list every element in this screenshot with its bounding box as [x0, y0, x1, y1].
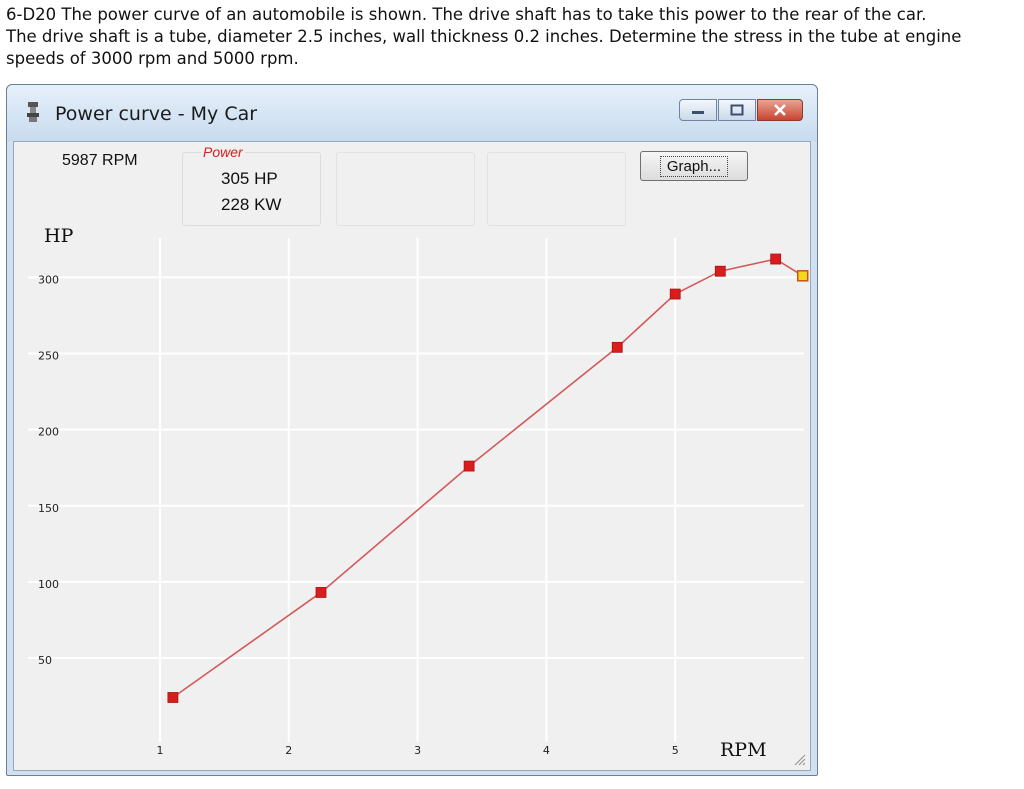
- y-tick-label: 250: [38, 350, 59, 363]
- window-client-area: 5987 RPM Power 305 HP 228 KW Graph... 30…: [13, 141, 811, 771]
- resize-grip-icon[interactable]: [792, 752, 806, 766]
- y-tick-label: 300: [38, 273, 59, 286]
- x-tick-label: 5: [672, 744, 679, 757]
- hp-readout: 305 HP: [221, 169, 278, 188]
- window-controls: [678, 99, 803, 121]
- close-icon: [774, 104, 786, 116]
- minimize-button[interactable]: [679, 99, 717, 121]
- y-axis-label: HP: [44, 225, 74, 247]
- y-tick-label: 150: [38, 502, 59, 515]
- problem-line: 6-D20 The power curve of an automobile i…: [6, 5, 927, 24]
- maximize-button[interactable]: [718, 99, 756, 121]
- power-groupbox: Power 305 HP 228 KW: [182, 144, 321, 226]
- problem-statement: 6-D20 The power curve of an automobile i…: [6, 4, 1018, 70]
- power-group-label: Power: [201, 144, 245, 160]
- graph-button-label: Graph...: [659, 155, 729, 177]
- data-point[interactable]: [714, 265, 726, 277]
- maximize-icon: [730, 104, 744, 116]
- x-tick-label: 1: [157, 744, 164, 757]
- minimize-icon: [692, 111, 704, 114]
- data-point[interactable]: [167, 692, 179, 703]
- close-button[interactable]: [757, 99, 803, 121]
- data-point[interactable]: [315, 587, 327, 598]
- window-title: Power curve - My Car: [55, 103, 258, 125]
- data-point[interactable]: [770, 253, 782, 265]
- rpm-readout: 5987 RPM: [62, 152, 138, 169]
- y-tick-label: 100: [38, 578, 59, 591]
- x-tick-label: 3: [414, 744, 421, 757]
- power-curve-window: Power curve - My Car 5987 RPM Power: [6, 84, 818, 776]
- power-curve-line: [172, 258, 804, 699]
- empty-groupbox: [487, 152, 626, 226]
- x-axis-label: RPM: [720, 739, 767, 761]
- power-chart: 300 250 200 150 100 50 1 2 3 4 5 HP RPM: [28, 225, 809, 761]
- x-tick-label: 2: [285, 744, 292, 757]
- selected-data-point[interactable]: [796, 270, 809, 282]
- problem-line: speeds of 3000 rpm and 5000 rpm.: [6, 49, 299, 68]
- engine-icon: [27, 102, 39, 122]
- empty-groupbox: [336, 152, 475, 226]
- y-tick-label: 200: [38, 426, 59, 439]
- title-bar[interactable]: Power curve - My Car: [7, 85, 817, 141]
- kw-readout: 228 KW: [221, 195, 282, 214]
- problem-line: The drive shaft is a tube, diameter 2.5 …: [6, 27, 962, 46]
- graph-button[interactable]: Graph...: [640, 151, 748, 181]
- data-point[interactable]: [669, 288, 681, 300]
- x-tick-label: 4: [543, 744, 550, 757]
- y-tick-label: 50: [38, 654, 52, 667]
- data-point[interactable]: [611, 341, 623, 353]
- data-point[interactable]: [463, 460, 475, 472]
